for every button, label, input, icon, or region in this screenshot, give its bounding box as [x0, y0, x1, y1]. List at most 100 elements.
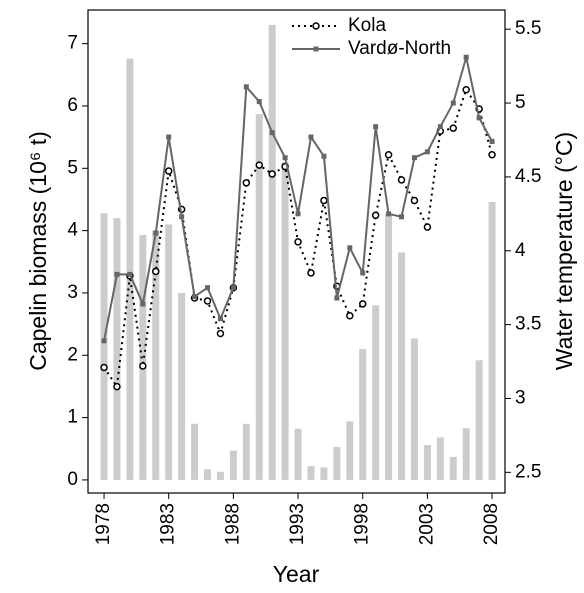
point	[489, 138, 495, 144]
point	[347, 245, 353, 251]
point	[423, 223, 432, 231]
point	[127, 271, 133, 277]
y-tick-label: 1	[67, 407, 78, 428]
bar	[346, 421, 354, 480]
point	[450, 100, 456, 106]
legend-marker	[312, 22, 320, 30]
point	[203, 297, 212, 305]
y2-tick-label: 4.5	[515, 166, 541, 187]
y2-tick-label: 4	[515, 240, 526, 261]
point	[410, 196, 419, 205]
y-tick-label: 4	[67, 220, 78, 241]
point	[371, 211, 380, 220]
bar	[255, 114, 263, 480]
point	[255, 161, 263, 169]
point	[269, 130, 275, 136]
y-axis-label: Capelin biomass (10⁶ t)	[25, 131, 51, 371]
bar	[398, 252, 406, 480]
point	[164, 167, 173, 175]
bar	[100, 213, 108, 480]
point	[230, 285, 236, 291]
bar	[268, 24, 276, 480]
point	[307, 269, 315, 277]
y-tick-label: 2	[67, 344, 78, 365]
point	[242, 179, 251, 187]
point	[268, 170, 276, 178]
y-tick-label: 5	[67, 157, 78, 178]
bar	[449, 456, 457, 480]
x-tick-label: 1998	[352, 503, 373, 545]
plot-frame	[87, 9, 506, 494]
bar	[216, 471, 224, 480]
y2-tick-label: 3.5	[515, 314, 541, 335]
point	[114, 271, 120, 277]
y2-tick-label: 3	[515, 387, 526, 408]
point	[140, 301, 146, 307]
legend-label: Vardø-North	[348, 38, 451, 59]
bar	[436, 437, 444, 480]
point	[100, 363, 108, 372]
bar	[372, 305, 380, 480]
bar	[281, 162, 289, 480]
point	[217, 316, 223, 322]
bar	[320, 467, 328, 480]
point	[308, 134, 314, 140]
bar	[126, 58, 134, 480]
y-tick-label: 7	[67, 33, 78, 54]
x-tick-label: 1993	[287, 503, 308, 545]
point	[397, 176, 406, 184]
bar	[423, 445, 431, 480]
point	[358, 300, 367, 308]
y-tick-label: 6	[67, 95, 78, 116]
point	[256, 99, 262, 105]
point	[139, 362, 147, 370]
point	[192, 294, 198, 300]
x-tick-label: 2008	[481, 503, 502, 545]
x-tick-label: 2003	[416, 503, 437, 545]
bar	[385, 213, 393, 480]
point	[282, 155, 288, 161]
bar	[333, 446, 341, 480]
y-tick-label: 3	[67, 282, 78, 303]
point	[113, 382, 121, 391]
y2-tick-label: 5.5	[515, 18, 541, 39]
point	[488, 151, 496, 159]
point	[384, 151, 393, 159]
point	[153, 230, 159, 236]
point	[294, 238, 302, 246]
bar	[191, 423, 199, 480]
point	[101, 338, 107, 344]
point	[424, 149, 430, 155]
point	[321, 153, 327, 159]
bar	[242, 423, 250, 480]
point	[179, 214, 185, 220]
legend-label: Kola	[348, 15, 386, 36]
bar	[152, 230, 160, 480]
point	[166, 134, 172, 140]
line	[103, 56, 493, 342]
bar	[178, 292, 186, 480]
point	[320, 196, 328, 205]
bar	[307, 466, 315, 480]
bar	[462, 428, 470, 480]
x-tick-label: 1978	[93, 503, 114, 545]
y2-axis-label: Water temperature (°C)	[551, 132, 577, 370]
point	[216, 329, 225, 338]
point	[295, 211, 301, 217]
point	[152, 267, 160, 276]
bar	[139, 234, 147, 480]
point	[476, 115, 482, 121]
point	[449, 124, 458, 132]
x-axis-label: Year	[273, 561, 320, 587]
bar	[488, 201, 496, 480]
point	[373, 124, 379, 130]
point	[462, 86, 470, 94]
point	[205, 285, 211, 291]
bar	[294, 428, 302, 480]
x-tick-label: 1988	[222, 503, 243, 545]
point	[334, 295, 340, 301]
bar	[359, 349, 367, 480]
bar	[165, 224, 173, 480]
bar	[410, 338, 418, 480]
